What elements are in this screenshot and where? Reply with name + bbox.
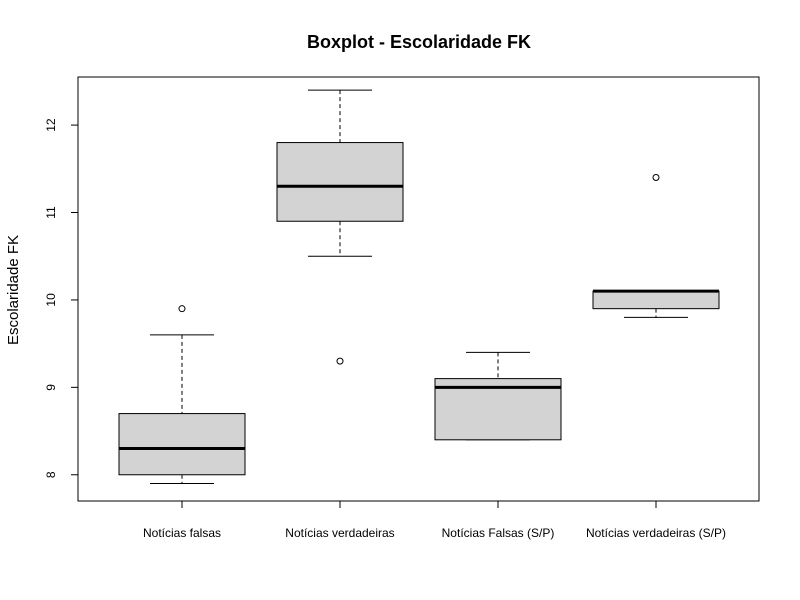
outlier-point <box>178 305 186 313</box>
x-category-label: Notícias falsas <box>143 526 221 540</box>
x-axis: Notícias falsas Notícias verdadeiras Notíc… <box>143 500 726 540</box>
box-group <box>276 89 404 365</box>
boxes <box>118 89 720 485</box>
y-tick-label: 9 <box>44 384 58 391</box>
box-iqr <box>118 413 246 476</box>
box-group <box>434 351 562 441</box>
y-tick-label: 10 <box>44 293 58 307</box>
box-iqr <box>276 142 404 222</box>
box-group <box>592 174 720 318</box>
outlier-point <box>336 357 344 365</box>
x-category-label: Notícias verdadeiras <box>285 526 394 540</box>
chart-title: Boxplot - Escolaridade FK <box>307 32 531 52</box>
y-tick-label: 8 <box>44 471 58 478</box>
x-category-label: Notícias Falsas (S/P) <box>442 526 555 540</box>
outlier-point <box>652 174 660 182</box>
box-group <box>118 305 246 485</box>
y-axis-label: Escolaridade FK <box>5 235 22 345</box>
x-category-label: Notícias verdadeiras (S/P) <box>586 526 726 540</box>
y-tick-label: 12 <box>44 118 58 132</box>
y-tick-label: 11 <box>44 206 58 219</box>
y-axis: 8 9 10 11 12 <box>44 118 79 478</box>
box-iqr <box>592 290 720 310</box>
